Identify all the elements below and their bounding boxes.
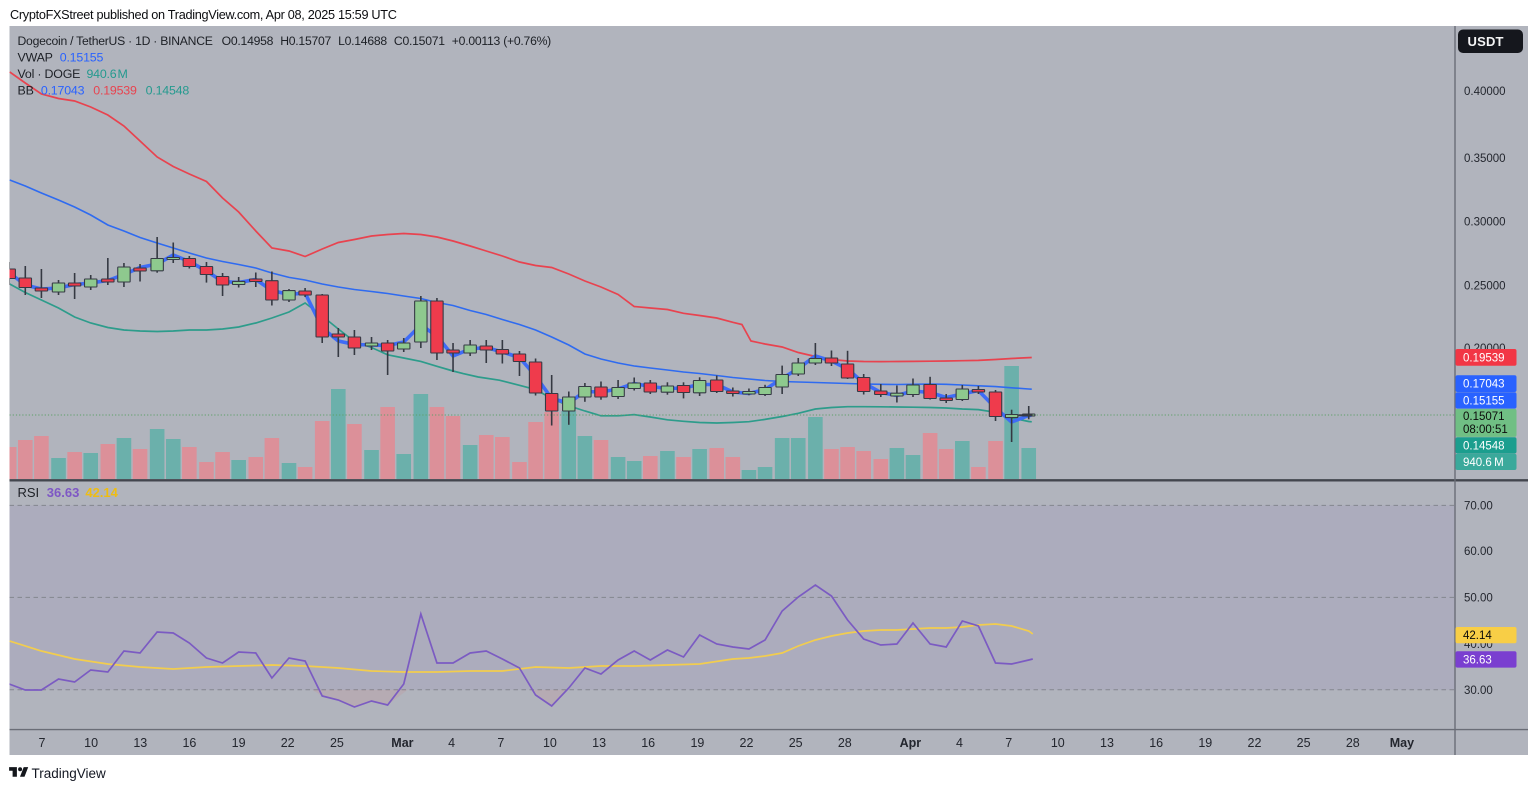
svg-text:0.35000: 0.35000 (1464, 153, 1506, 165)
svg-text:7: 7 (39, 736, 46, 750)
svg-text:13: 13 (1100, 736, 1114, 750)
svg-text:70.00: 70.00 (1464, 500, 1493, 512)
svg-text:36.63: 36.63 (1463, 654, 1492, 666)
svg-text:TradingView: TradingView (32, 766, 107, 781)
svg-text:940.6 M: 940.6 M (1463, 457, 1504, 469)
svg-text:25: 25 (330, 736, 344, 750)
svg-text:13: 13 (592, 736, 606, 750)
svg-text:50.00: 50.00 (1464, 592, 1493, 604)
svg-text:0.25000: 0.25000 (1464, 280, 1506, 292)
svg-text:30.00: 30.00 (1464, 685, 1493, 697)
svg-text:May: May (1390, 736, 1414, 750)
svg-text:25: 25 (789, 736, 803, 750)
svg-text:08:00:51: 08:00:51 (1463, 424, 1508, 436)
svg-text:4: 4 (956, 736, 963, 750)
svg-text:Apr: Apr (900, 736, 922, 750)
svg-text:Vol · DOGE 940.6M: Vol · DOGE 940.6M (18, 67, 128, 81)
svg-text:16: 16 (182, 736, 196, 750)
svg-text:60.00: 60.00 (1464, 546, 1493, 558)
svg-text:4: 4 (448, 736, 455, 750)
svg-text:28: 28 (1346, 736, 1360, 750)
svg-text:16: 16 (641, 736, 655, 750)
svg-text:0.15155: 0.15155 (1463, 395, 1505, 407)
svg-text:0.40000: 0.40000 (1464, 86, 1506, 98)
svg-text:10: 10 (1051, 736, 1065, 750)
svg-text:USDT: USDT (1468, 34, 1504, 49)
svg-text:19: 19 (232, 736, 246, 750)
svg-text:0.30000: 0.30000 (1464, 217, 1506, 229)
svg-text:0.15071: 0.15071 (1463, 411, 1505, 423)
svg-text:16: 16 (1149, 736, 1163, 750)
svg-text:19: 19 (690, 736, 704, 750)
svg-text:0.17043: 0.17043 (1463, 379, 1505, 391)
svg-text:7: 7 (1005, 736, 1012, 750)
svg-text:19: 19 (1198, 736, 1212, 750)
svg-text:22: 22 (1248, 736, 1262, 750)
svg-text:0.19539: 0.19539 (1463, 352, 1505, 364)
svg-text:22: 22 (740, 736, 754, 750)
svg-text:10: 10 (84, 736, 98, 750)
svg-text:Mar: Mar (391, 736, 413, 750)
svg-text:VWAP 0.15155: VWAP 0.15155 (18, 51, 104, 65)
svg-text:10: 10 (543, 736, 557, 750)
svg-text:25: 25 (1297, 736, 1311, 750)
svg-text:13: 13 (133, 736, 147, 750)
svg-text:7: 7 (497, 736, 504, 750)
svg-text:42.14: 42.14 (1463, 630, 1492, 642)
svg-text:22: 22 (281, 736, 295, 750)
svg-text:Dogecoin / TetherUS · 1D · BIN: Dogecoin / TetherUS · 1D · BINANCE O0.149… (18, 34, 552, 48)
svg-text:28: 28 (838, 736, 852, 750)
svg-text:0.14548: 0.14548 (1463, 440, 1505, 452)
svg-text:CryptoFXStreet published on Tr: CryptoFXStreet published on TradingView.… (10, 8, 397, 22)
